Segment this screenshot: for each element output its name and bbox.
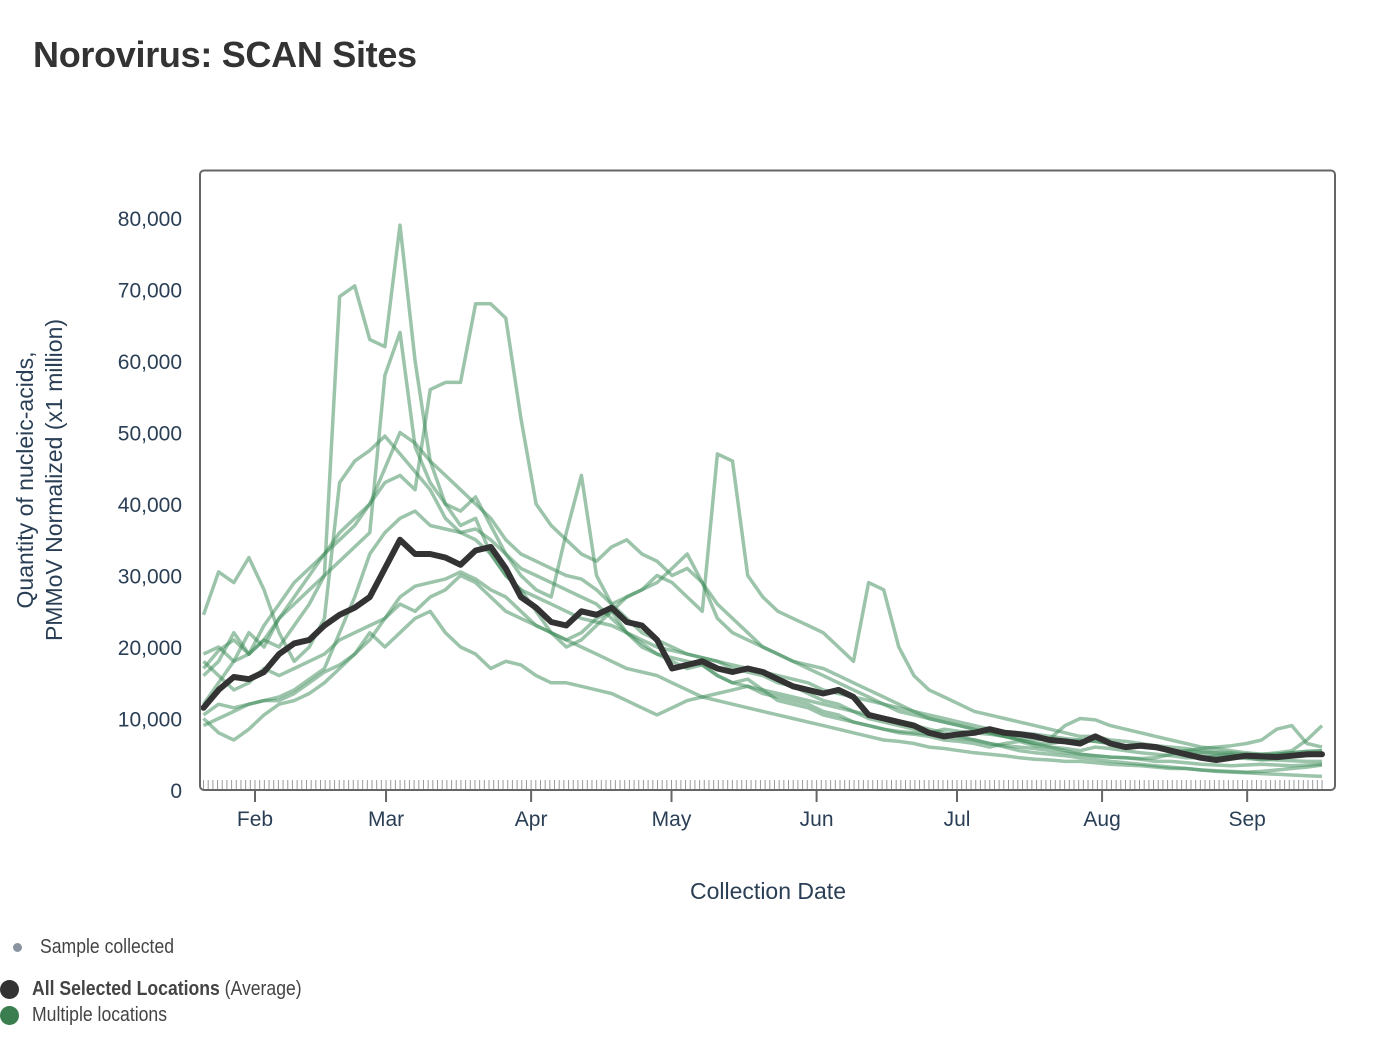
y-axis-title-line-1: Quantity of nucleic-acids, <box>12 352 38 609</box>
multiple-locations-dot-icon <box>0 1006 19 1025</box>
x-axis-title: Collection Date <box>690 878 846 904</box>
y-tick-label: 60,000 <box>118 351 182 374</box>
y-tick-label: 10,000 <box>118 709 182 732</box>
x-tick-label: Mar <box>368 808 404 831</box>
minor-ticks <box>203 780 1323 789</box>
y-tick-label: 30,000 <box>118 566 182 589</box>
x-tick-label: May <box>652 808 692 831</box>
site-series-line[interactable] <box>202 452 1324 757</box>
y-tick-label: 80,000 <box>118 208 182 231</box>
x-tick-label: Sep <box>1228 808 1265 831</box>
legend-multiple-locations-label: Multiple locations <box>32 1004 168 1026</box>
y-axis: 0 10,000 20,000 30,000 40,000 50,000 60,000 70,… <box>118 208 182 803</box>
site-series-line[interactable] <box>202 609 1323 779</box>
sample-collected-dot-icon <box>13 943 22 952</box>
y-tick-label: 40,000 <box>118 494 182 517</box>
y-tick-label: 0 <box>170 780 182 803</box>
average-series-line[interactable] <box>200 536 1325 763</box>
average-series-dot-icon <box>0 980 19 999</box>
y-tick-label: 70,000 <box>118 280 182 303</box>
legend-multiple-locations[interactable]: Multiple locations <box>32 1004 167 1027</box>
y-axis-title-line-2: PMMoV Normalized (x1 million) <box>41 319 67 641</box>
legend-average-suffix: (Average) <box>219 978 302 1000</box>
y-tick-label: 50,000 <box>118 423 182 446</box>
y-tick-label: 20,000 <box>118 637 182 660</box>
site-series-line[interactable] <box>202 430 1323 757</box>
legend-average-label: All Selected Locations <box>32 978 220 1000</box>
x-tick-label: Jul <box>944 808 971 831</box>
series-lines <box>200 223 1325 779</box>
page-title: Norovirus: SCAN Sites <box>33 34 417 75</box>
x-axis: Feb Mar Apr May Jun Jul Aug Sep <box>237 790 1266 831</box>
legend-sample-collected-label: Sample collected <box>40 936 175 958</box>
y-axis-title: Quantity of nucleic-acids, PMMoV Normali… <box>12 319 67 641</box>
x-tick-label: Apr <box>515 808 548 831</box>
x-tick-label: Aug <box>1083 808 1120 831</box>
plot-frame <box>199 169 1336 791</box>
x-tick-label: Jun <box>800 808 834 831</box>
x-tick-label: Feb <box>237 808 273 831</box>
legend-sample-collected: Sample collected <box>40 936 174 959</box>
legend-average[interactable]: All Selected Locations (Average) <box>32 978 302 1001</box>
